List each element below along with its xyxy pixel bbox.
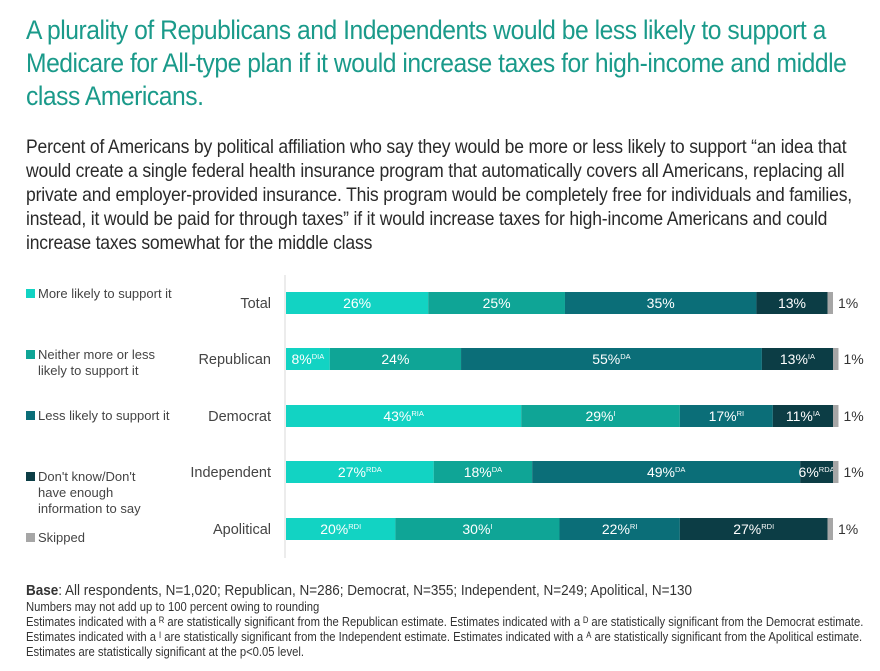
bar-apolitical-skipped	[827, 518, 833, 540]
legend-label: Neither more or less likely to support i…	[38, 347, 156, 378]
data-label-total-0: 26%	[343, 295, 371, 311]
data-label-total-1: 25%	[483, 295, 511, 311]
footer: Base: All respondents, N=1,020; Republic…	[26, 582, 880, 660]
data-label-independent-1: 18%DA	[464, 464, 502, 480]
chart-title: A plurality of Republicans and Independe…	[26, 15, 847, 111]
data-label-independent-3: 6%RDA	[799, 464, 835, 480]
legend-label: Don't know/Don't have enough information…	[38, 469, 141, 516]
data-label-republican-0: 8%DIA	[292, 351, 325, 367]
bar-republican-neither-more-or-less	[329, 348, 462, 370]
rounding-note: Numbers may not add up to 100 percent ow…	[26, 600, 320, 614]
legend-swatch-neither	[26, 350, 35, 359]
data-label-republican-2: 55%DA	[592, 351, 630, 367]
legend-swatch-dont-know	[26, 472, 35, 481]
bar-apolitical-neither-more-or-less	[395, 518, 560, 540]
bar-total-skipped	[827, 292, 833, 314]
bar-republican-skipped	[833, 348, 839, 370]
base-label: Base	[26, 582, 59, 599]
bar-independent-neither-more-or-less	[433, 461, 533, 483]
stacked-bar-chart: Total 26% 25% 35% 13% 1% Republican 8%DIA 24% 55%…	[190, 275, 864, 558]
data-label-republican-4: 1%	[843, 351, 863, 367]
category-label-republican: Republican	[198, 352, 271, 368]
data-label-total-2: 35%	[647, 295, 675, 311]
data-label-apolitical-2: 22%RI	[602, 521, 638, 537]
legend-item-dont-know: Don't know/Don't have enough information…	[26, 469, 156, 517]
bar-republican-don-t-know-don-t-hav	[761, 348, 833, 370]
category-label-apolitical: Apolitical	[213, 522, 271, 538]
data-label-apolitical-0: 20%RDI	[320, 521, 361, 537]
data-label-total-4: 1%	[838, 295, 858, 311]
data-label-democrat-3: 11%IA	[786, 408, 820, 424]
bar-independent-more-likely-to-suppo	[286, 461, 434, 483]
legend-swatch-more-likely	[26, 289, 35, 298]
bar-apolitical-don-t-know-don-t-hav	[679, 518, 828, 540]
bar-total-neither-more-or-less	[428, 292, 565, 314]
legend-swatch-skipped	[26, 533, 35, 542]
data-label-total-3: 13%	[778, 295, 806, 311]
bar-independent-don-t-know-don-t-hav	[800, 461, 833, 483]
data-label-independent-2: 49%DA	[647, 464, 685, 480]
significance-note: Estimates indicated with a ᴿ are statist…	[26, 615, 864, 659]
data-label-independent-4: 1%	[843, 464, 863, 480]
legend-label: Less likely to support it	[38, 408, 170, 423]
data-label-democrat-1: 29%I	[585, 408, 615, 424]
chart-subtitle: Percent of Americans by political affili…	[26, 136, 852, 254]
legend-label: More likely to support it	[38, 286, 172, 301]
data-label-apolitical-1: 30%I	[462, 521, 492, 537]
base-text: : All respondents, N=1,020; Republican, …	[58, 582, 693, 599]
data-label-apolitical-3: 27%RDI	[733, 521, 774, 537]
data-label-republican-1: 24%	[381, 351, 409, 367]
data-label-democrat-4: 1%	[843, 408, 863, 424]
bar-total-more-likely-to-suppo	[286, 292, 429, 314]
data-label-democrat-0: 43%RIA	[383, 408, 424, 424]
bar-independent-skipped	[833, 461, 839, 483]
bar-total-less-likely-to-suppo	[564, 292, 757, 314]
bar-apolitical-less-likely-to-suppo	[559, 518, 680, 540]
legend-swatch-less-likely	[26, 411, 35, 420]
data-label-republican-3: 13%IA	[780, 351, 815, 367]
bar-apolitical-more-likely-to-suppo	[286, 518, 396, 540]
legend-label: Skipped	[38, 530, 85, 545]
bar-democrat-more-likely-to-suppo	[286, 405, 522, 427]
data-label-independent-0: 27%RDA	[338, 464, 382, 480]
legend-item-neither: Neither more or less likely to support i…	[26, 347, 183, 379]
legend-item-skipped: Skipped	[26, 530, 183, 546]
legend-item-more-likely: More likely to support it	[26, 286, 183, 302]
legend-item-less-likely: Less likely to support it	[26, 408, 183, 424]
bar-independent-less-likely-to-suppo	[532, 461, 801, 483]
category-label-independent: Independent	[190, 465, 271, 481]
category-label-democrat: Democrat	[208, 409, 271, 425]
data-label-democrat-2: 17%RI	[709, 408, 745, 424]
bar-democrat-less-likely-to-suppo	[679, 405, 773, 427]
bar-total-don-t-know-don-t-hav	[756, 292, 828, 314]
bar-democrat-skipped	[833, 405, 839, 427]
category-label-total: Total	[240, 296, 271, 312]
data-label-apolitical-4: 1%	[838, 521, 858, 537]
base-note: Base: All respondents, N=1,020; Republic…	[26, 582, 836, 600]
bar-democrat-neither-more-or-less	[521, 405, 680, 427]
bar-republican-less-likely-to-suppo	[461, 348, 762, 370]
bar-republican-more-likely-to-suppo	[286, 348, 330, 370]
bar-democrat-don-t-know-don-t-hav	[772, 405, 833, 427]
